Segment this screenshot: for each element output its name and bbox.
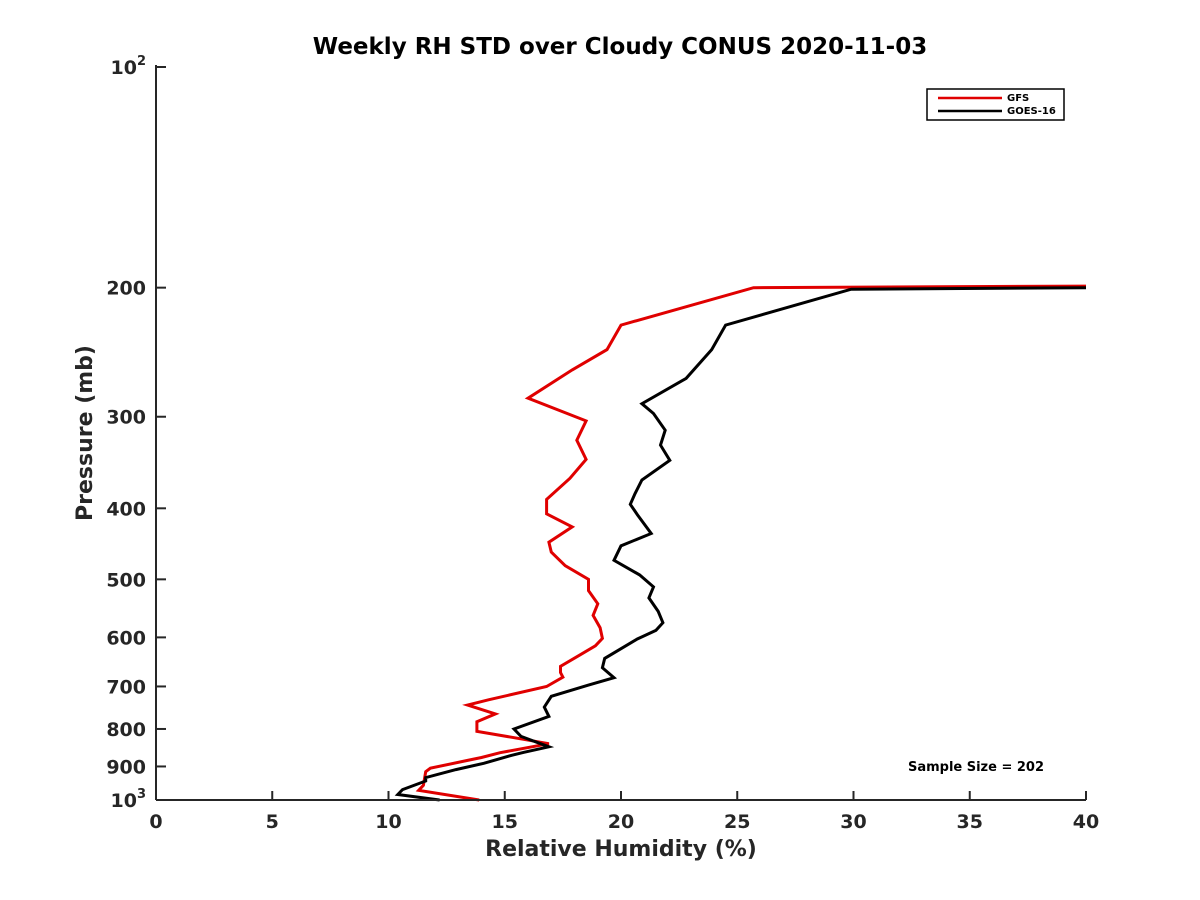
x-tick-label: 30 <box>840 811 866 833</box>
series-line-gfs <box>415 284 1087 802</box>
y-tick-label: 800 <box>106 719 146 741</box>
sample-size-annotation: Sample Size = 202 <box>908 760 1044 775</box>
x-tick-label: 15 <box>492 811 518 833</box>
y-tick-label: 300 <box>106 407 146 429</box>
legend-box <box>926 88 1065 121</box>
y-tick-label-base: 10 <box>111 790 137 812</box>
legend-label-gfs: GFS <box>1007 93 1029 104</box>
y-tick-label-exponent: 3 <box>137 787 146 802</box>
y-tick-label: 102 <box>111 54 147 79</box>
y-axis-label: Pressure (mb) <box>73 345 98 521</box>
y-tick-label: 600 <box>106 627 146 649</box>
y-tick-label: 700 <box>106 676 146 698</box>
axes <box>155 65 1086 801</box>
x-axis-label: Relative Humidity (%) <box>485 837 757 862</box>
x-tick-label: 5 <box>266 811 279 833</box>
y-tick-label-exponent: 2 <box>137 54 146 69</box>
y-tick-label: 400 <box>106 498 146 520</box>
x-ticks: 0 5 10 15 20 25 30 35 40 <box>149 791 1099 833</box>
x-tick-label: 20 <box>608 811 634 833</box>
x-tick-label: 40 <box>1073 811 1099 833</box>
x-tick-label: 10 <box>375 811 401 833</box>
y-tick-label: 200 <box>106 278 146 300</box>
y-tick-label: 500 <box>106 569 146 591</box>
y-tick-label: 103 <box>111 787 147 812</box>
y-tick-label-base: 10 <box>111 57 137 79</box>
y-tick-label: 900 <box>106 756 146 778</box>
x-tick-label: 0 <box>149 811 162 833</box>
x-tick-label: 35 <box>957 811 983 833</box>
legend: GFS GOES-16 <box>926 88 1065 121</box>
legend-label-goes-16: GOES-16 <box>1007 106 1056 117</box>
x-tick-label: 25 <box>724 811 750 833</box>
chart-title: Weekly RH STD over Cloudy CONUS 2020-11-… <box>313 34 927 60</box>
series-layer <box>394 284 1087 802</box>
series-line-goes-16 <box>394 286 1087 802</box>
